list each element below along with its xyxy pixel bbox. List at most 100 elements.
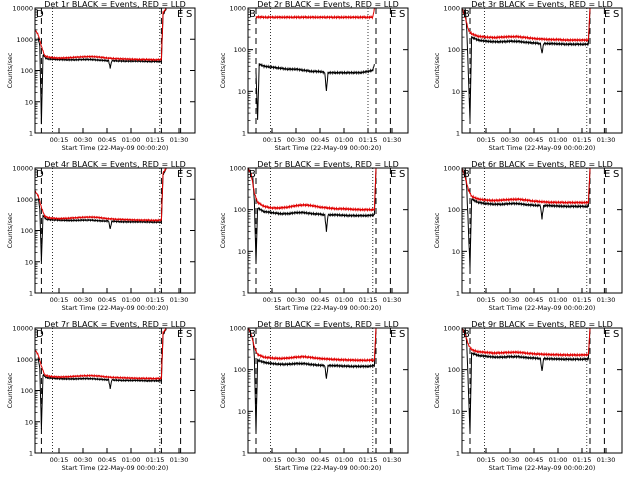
x-tick-label: 00:45 [98,456,117,464]
region-flag: S [399,9,405,20]
series-line-events [464,167,591,269]
y-axis-label: Counts/sec [433,52,441,88]
region-flag: E [604,169,610,180]
region-flag: D [36,9,44,20]
region-flag: S [399,169,405,180]
x-tick-label: 01:15 [359,136,378,144]
y-tick-label: 1 [242,450,246,458]
y-axis-label: Counts/sec [219,372,227,408]
x-tick-label: 01:15 [146,136,165,144]
x-tick-label: 01:00 [549,296,568,304]
series-line-lld [247,167,377,213]
region-flag: E [390,9,396,20]
series-line-events [37,328,167,430]
y-tick-label: 10 [452,408,460,416]
x-axis-label: Start Time (22-May-09 00:00:20) [489,464,596,472]
y-tick-label: 100 [234,46,246,54]
x-tick-label: 00:30 [287,456,306,464]
x-tick-label: 00:30 [501,456,520,464]
y-tick-label: 1 [456,130,460,138]
series-line-lld [461,167,591,206]
x-tick-label: 00:15 [477,136,496,144]
y-axis-label: Counts/sec [6,372,14,408]
x-tick-label: 00:45 [311,136,330,144]
series-line-events [464,7,591,120]
panel-9: 1 10 100 1000 00:15 00:30 00:45 01:00 01:15 01:30… [433,320,623,472]
region-flag: B [249,9,256,20]
y-tick-label: 100 [448,366,460,374]
series-line-events [252,327,377,434]
y-tick-label: 10000 [12,5,33,13]
series-line-lld [34,7,167,62]
plot-frame [247,7,409,134]
panel-5: 1 10 100 1000 00:15 00:30 00:45 01:00 01:15 01:30… [219,160,409,312]
y-axis-label: Counts/sec [433,372,441,408]
x-tick-label: 00:45 [98,296,117,304]
y-tick-label: 1 [456,450,460,458]
x-tick-label: 01:30 [597,296,616,304]
region-flag: B [249,329,256,340]
y-tick-label: 10 [452,248,460,256]
y-tick-label: 1000 [16,196,33,204]
y-tick-label: 1 [456,290,460,298]
x-tick-label: 01:00 [122,136,141,144]
x-tick-label: 01:30 [597,136,616,144]
plot-frame [461,327,623,454]
series-line-lld [34,327,167,381]
x-axis-label: Start Time (22-May-09 00:00:20) [62,464,169,472]
plot-frame [461,167,623,294]
region-flag: S [399,329,405,340]
y-tick-label: 10 [25,98,33,106]
region-flag: B [249,169,256,180]
region-flag: E [177,9,183,20]
x-tick-label: 01:30 [170,296,189,304]
x-axis-label: Start Time (22-May-09 00:00:20) [62,304,169,312]
x-tick-label: 01:30 [383,136,402,144]
panel-7: 1 10 100 1000 10000 00:15 00:30 00:45 01:00 01:15… [6,320,196,472]
region-flag: E [604,329,610,340]
x-tick-label: 00:45 [525,296,544,304]
x-tick-label: 01:30 [597,456,616,464]
x-tick-label: 01:15 [573,296,592,304]
y-tick-label: 1000 [229,165,246,173]
y-tick-label: 100 [448,46,460,54]
series-line-lld [255,7,375,20]
y-tick-label: 10 [25,258,33,266]
panel-title: Det 7r BLACK = Events, RED = LLD [44,320,186,329]
x-tick-label: 00:15 [50,136,69,144]
y-axis-label: Counts/sec [433,212,441,248]
series-line-events [252,167,377,264]
region-flag: D [36,169,44,180]
panel-title: Det 6r BLACK = Events, RED = LLD [471,160,613,169]
x-tick-label: 00:15 [477,456,496,464]
x-tick-label: 01:15 [359,456,378,464]
y-axis-label: Counts/sec [219,212,227,248]
y-axis-label: Counts/sec [6,212,14,248]
region-flag: S [613,169,619,180]
x-tick-label: 00:45 [311,456,330,464]
y-tick-label: 1000 [443,165,460,173]
x-tick-label: 01:00 [335,456,354,464]
y-tick-label: 1 [29,450,33,458]
x-tick-label: 00:45 [525,136,544,144]
x-axis-label: Start Time (22-May-09 00:00:20) [275,464,382,472]
series-line-events [37,168,167,262]
y-tick-label: 10 [238,248,246,256]
panel-title: Det 8r BLACK = Events, RED = LLD [257,320,399,329]
y-tick-label: 10 [238,88,246,96]
x-tick-label: 00:45 [311,296,330,304]
x-tick-label: 00:15 [50,296,69,304]
x-tick-label: 00:30 [287,296,306,304]
y-tick-label: 1000 [229,5,246,13]
panel-title: Det 9r BLACK = Events, RED = LLD [471,320,613,329]
panel-2: 1 10 100 1000 00:15 00:30 00:45 01:00 01:15 01:30… [219,0,409,152]
y-tick-label: 100 [234,206,246,214]
x-tick-label: 01:00 [335,296,354,304]
y-tick-label: 1 [29,290,33,298]
x-tick-label: 00:30 [501,296,520,304]
x-axis-label: Start Time (22-May-09 00:00:20) [275,304,382,312]
x-tick-label: 00:30 [501,136,520,144]
panel-title: Det 2r BLACK = Events, RED = LLD [257,0,399,9]
y-tick-label: 1000 [443,325,460,333]
